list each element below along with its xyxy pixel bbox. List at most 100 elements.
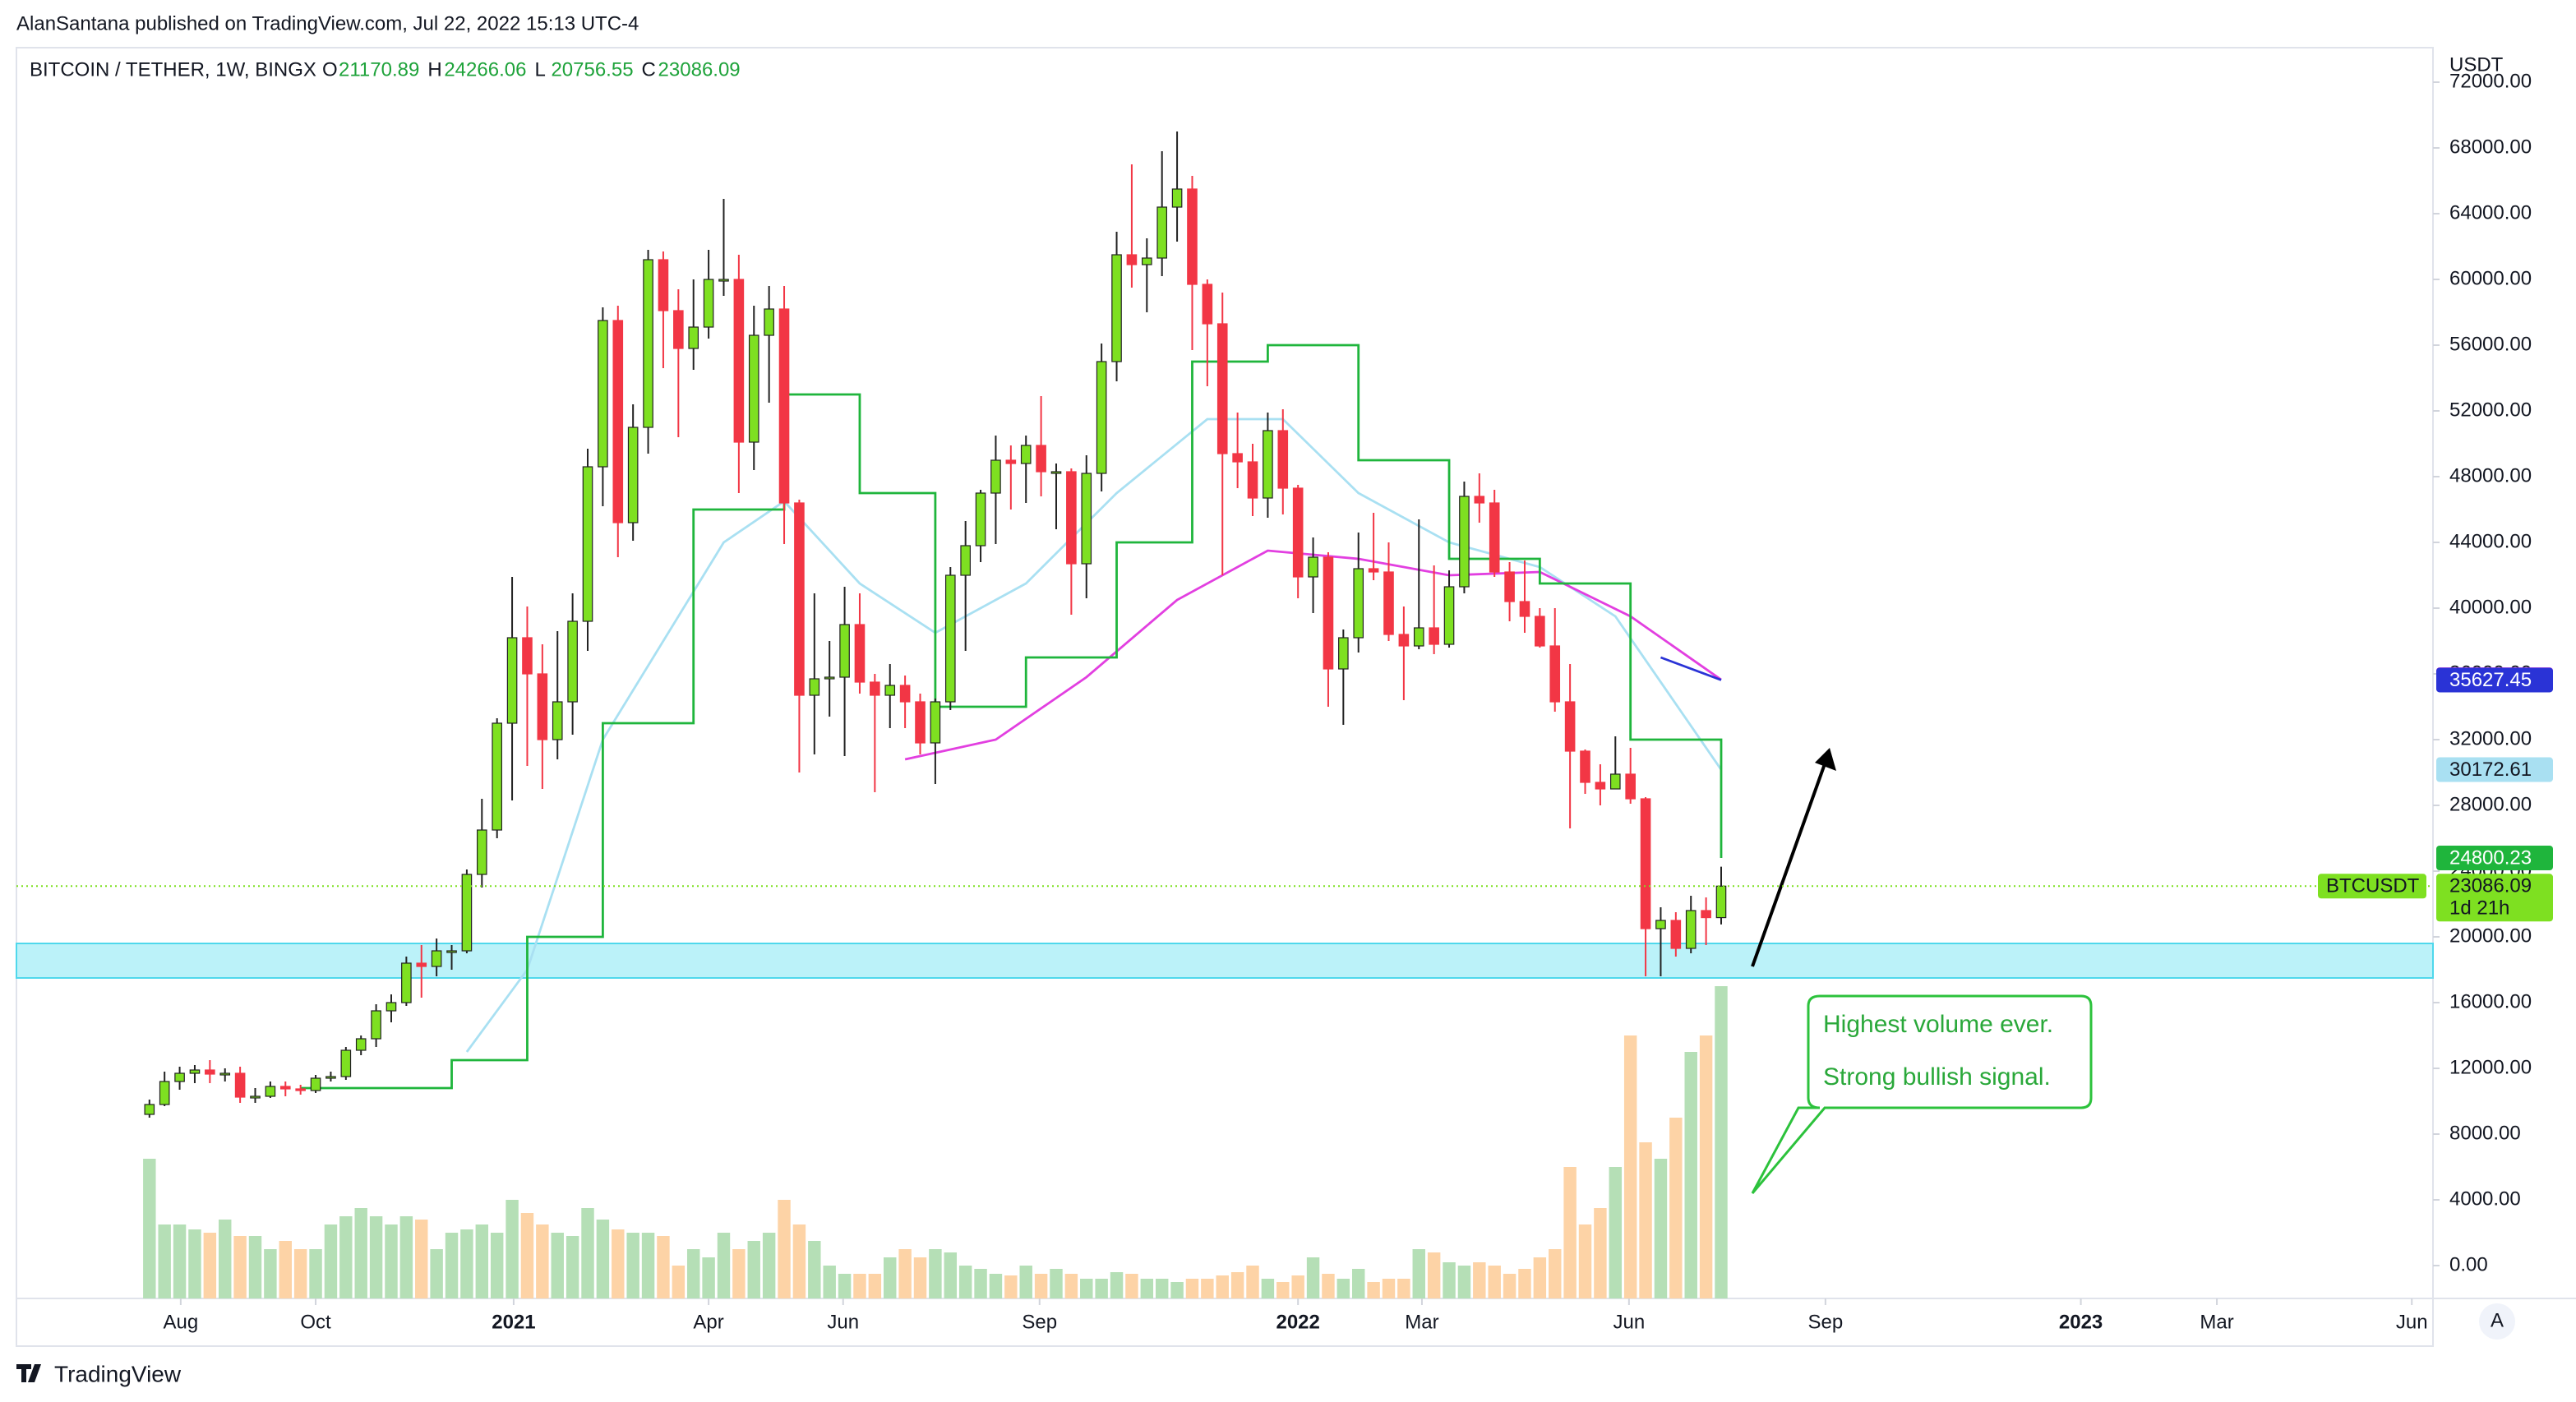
volume-bar (158, 1224, 171, 1298)
volume-bar (203, 1233, 217, 1298)
x-tick-label: Mar (1405, 1311, 1438, 1333)
candle-body (960, 545, 971, 576)
x-tick-label: 2023 (2059, 1311, 2103, 1333)
candle-body (1413, 627, 1424, 647)
candle-body (279, 1086, 291, 1090)
candle-body (899, 685, 911, 703)
candle-body (1685, 910, 1697, 949)
volume-bar (1095, 1279, 1108, 1298)
y-tick-label: 72000.00 (2449, 70, 2532, 92)
volume-bar (1336, 1279, 1350, 1298)
candle-body (809, 678, 820, 696)
volume-bar (1715, 986, 1728, 1298)
y-tick-label: 8000.00 (2449, 1122, 2521, 1144)
volume-bar (1230, 1272, 1244, 1298)
volume-bar (1549, 1249, 1562, 1298)
candle-body (355, 1038, 367, 1051)
candle-body (1655, 920, 1666, 929)
price-tags: 30172.6135646.8135627.4524800.2323086.09… (16, 667, 2553, 922)
candle-body (643, 259, 653, 428)
candle-body (174, 1072, 185, 1082)
current-price-bg (2436, 874, 2553, 922)
brand-logo (16, 1364, 41, 1382)
candle-body (1504, 571, 1515, 602)
volume-bar (369, 1216, 383, 1298)
candle-body (159, 1081, 170, 1105)
price-tag: 35627.45 (2449, 669, 2532, 691)
volume-bar (293, 1249, 307, 1298)
x-tick-label: Mar (2200, 1311, 2233, 1333)
volume-bar (1322, 1274, 1335, 1298)
volume-bar (566, 1236, 579, 1298)
volume-bar (1654, 1159, 1668, 1298)
candle-body (1247, 461, 1258, 499)
publisher: AlanSantana published on TradingView.com… (16, 12, 639, 35)
volume-bar (1578, 1224, 1592, 1298)
candle-body (1187, 188, 1198, 285)
volume-bar (1533, 1257, 1547, 1298)
candle-body (492, 722, 502, 831)
volume-bar (792, 1224, 806, 1298)
candle-body (1142, 257, 1152, 265)
y-tick-label: 32000.00 (2449, 727, 2532, 749)
scale-button[interactable]: A (2491, 1309, 2504, 1331)
candle-body (1171, 188, 1183, 208)
candle-body (915, 701, 926, 744)
volume-bar (1050, 1269, 1063, 1298)
ohlc-label: L (534, 58, 545, 81)
candle-body (1066, 471, 1077, 565)
candle-body (1625, 773, 1636, 800)
candle-body (703, 279, 714, 328)
candle-body (522, 637, 533, 675)
volume-bar (1684, 1052, 1697, 1298)
y-tick-label: 4000.00 (2449, 1188, 2521, 1210)
volume-bar (778, 1200, 791, 1298)
candle-body (234, 1072, 246, 1098)
volume-bar (1623, 1035, 1637, 1298)
volume-bar (1019, 1266, 1032, 1298)
candle-body (416, 962, 427, 967)
ohlc-label: C (642, 58, 656, 81)
indicator-line (300, 344, 1723, 1090)
candle-body (975, 492, 986, 547)
x-tick-label: Jun (827, 1311, 859, 1333)
candle-body (854, 624, 866, 683)
candle-body (1338, 637, 1349, 670)
current-price: 23086.09 (2449, 875, 2532, 897)
candle-body (839, 624, 850, 678)
x-tick-label: Sep (1808, 1311, 1844, 1333)
candle-body (1005, 459, 1017, 464)
volume-bar (1367, 1282, 1380, 1298)
indicator-line (1660, 656, 1722, 681)
volume-bar (490, 1233, 504, 1298)
volume-bar (1443, 1262, 1456, 1298)
candle-body (778, 308, 790, 504)
candle-body (1549, 645, 1561, 703)
volume-bar (581, 1208, 594, 1298)
candle-body (582, 466, 593, 622)
volume-bar (702, 1257, 715, 1298)
volume-bar (279, 1241, 293, 1298)
scale-button-bg[interactable] (2479, 1303, 2515, 1340)
brand: TradingView (54, 1361, 182, 1386)
x-tick-label: 2021 (492, 1311, 535, 1333)
volume-layer (143, 986, 1728, 1298)
candle-body (1519, 601, 1530, 617)
ohlc-legend: O 21170.89 H 24266.06 L 20756.55 C 23086.09 (322, 58, 741, 81)
volume-bar (1064, 1274, 1078, 1298)
volume-bar (1170, 1282, 1184, 1298)
candle-body (870, 681, 880, 696)
volume-bar (1699, 1035, 1713, 1298)
volume-bar (173, 1224, 187, 1298)
x-tick-label: Sep (1022, 1311, 1057, 1333)
volume-bar (1246, 1266, 1259, 1298)
candle-body (598, 320, 608, 468)
ohlc-value: 24266.06 (444, 58, 526, 81)
volume-bar (264, 1249, 277, 1298)
volume-bar (1397, 1279, 1410, 1298)
volume-bar (248, 1236, 262, 1298)
volume-bar (1110, 1272, 1124, 1298)
volume-bar (1306, 1257, 1320, 1298)
